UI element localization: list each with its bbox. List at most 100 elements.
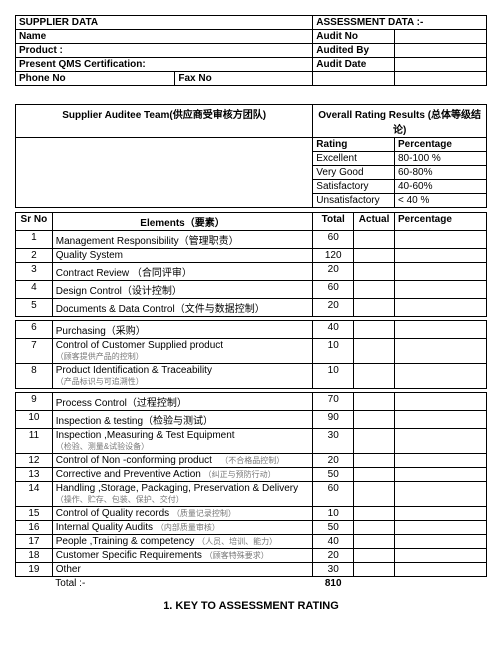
row-element: Purchasing（采购） [52,321,313,339]
row-total: 30 [313,429,354,454]
row-element: Inspection ,Measuring & Test Equipment（检… [52,429,313,454]
row-pct [395,507,487,521]
row-sr: 2 [16,249,53,263]
row-actual [354,249,395,263]
row-pct [395,339,487,364]
row-element: Documents & Data Control（文件与数据控制） [52,299,313,317]
row-actual [354,364,395,389]
row-pct [395,482,487,507]
row-element: Control of Non -conforming product （不合格品… [52,454,313,468]
pct-3: < 40 % [395,194,487,208]
row-total: 60 [313,482,354,507]
product-label: Product : [16,44,313,58]
row-pct [395,411,487,429]
overall-results-header: Overall Rating Results (总体等级结论) [313,105,487,138]
row-pct [395,249,487,263]
row-element: Control of Customer Supplied product（顾客提… [52,339,313,364]
row-sr: 14 [16,482,53,507]
assessment-table: SUPPLIER DATA ASSESSMENT DATA :- Name Au… [15,15,487,590]
row-pct [395,393,487,411]
row-sr: 3 [16,263,53,281]
rating-header: Rating [313,138,395,152]
row-actual [354,507,395,521]
footer-title: 1. KEY TO ASSESSMENT RATING [15,600,487,612]
row-sr: 18 [16,549,53,563]
audit-date-value [395,58,487,72]
row-pct [395,521,487,535]
row-actual [354,281,395,299]
row-pct [395,563,487,577]
assessment-data-header: ASSESSMENT DATA :- [313,16,487,30]
row-total: 90 [313,411,354,429]
row-total: 10 [313,507,354,521]
row-pct [395,429,487,454]
row-pct [395,263,487,281]
row-element: Control of Quality records （质量记录控制） [52,507,313,521]
row-element: Customer Specific Requirements （顾客特殊要求） [52,549,313,563]
supplier-data-header: SUPPLIER DATA [16,16,313,30]
rating-2: Satisfactory [313,180,395,194]
row-sr: 7 [16,339,53,364]
rating-3: Unsatisfactory [313,194,395,208]
qms-label: Present QMS Certification: [16,58,313,72]
row-pct [395,549,487,563]
row-pct [395,299,487,317]
row-total: 60 [313,281,354,299]
row-sr: 16 [16,521,53,535]
row-actual [354,429,395,454]
row-actual [354,231,395,249]
row-element: Internal Quality Audits （内部质量审核） [52,521,313,535]
row-total: 20 [313,263,354,281]
col-actual: Actual [354,213,395,231]
row-total: 60 [313,231,354,249]
pct-2: 40-60% [395,180,487,194]
row-element: Inspection & testing（检验与测试） [52,411,313,429]
row-actual [354,339,395,364]
row-actual [354,563,395,577]
phone-fax-value2 [395,72,487,86]
total-value: 810 [313,577,354,591]
audit-date-label: Audit Date [313,58,395,72]
row-total: 10 [313,339,354,364]
audit-no-value [395,30,487,44]
row-element: Product Identification & Traceability（产品… [52,364,313,389]
row-sr: 5 [16,299,53,317]
audited-by-value [395,44,487,58]
row-total: 40 [313,321,354,339]
row-element: Process Control（过程控制） [52,393,313,411]
row-sr: 15 [16,507,53,521]
row-element: Design Control（设计控制） [52,281,313,299]
row-total: 50 [313,521,354,535]
row-actual [354,321,395,339]
row-sr: 8 [16,364,53,389]
row-total: 20 [313,299,354,317]
col-pct: Percentage [395,213,487,231]
row-sr: 11 [16,429,53,454]
row-pct [395,281,487,299]
row-sr: 13 [16,468,53,482]
row-sr: 6 [16,321,53,339]
rating-1: Very Good [313,166,395,180]
audited-by-label: Audited By [313,44,395,58]
row-pct [395,321,487,339]
row-element: Corrective and Preventive Action （纠正与预防行… [52,468,313,482]
row-total: 50 [313,468,354,482]
row-actual [354,299,395,317]
col-total: Total [313,213,354,231]
row-actual [354,393,395,411]
row-actual [354,521,395,535]
rating-0: Excellent [313,152,395,166]
col-sr: Sr No [16,213,53,231]
row-pct [395,535,487,549]
row-total: 30 [313,563,354,577]
row-total: 40 [313,535,354,549]
row-sr: 10 [16,411,53,429]
row-total: 20 [313,454,354,468]
phone-label: Phone No [16,72,175,86]
percentage-header: Percentage [395,138,487,152]
row-total: 10 [313,364,354,389]
pct-0: 80-100 % [395,152,487,166]
row-total: 20 [313,549,354,563]
row-actual [354,468,395,482]
row-actual [354,263,395,281]
